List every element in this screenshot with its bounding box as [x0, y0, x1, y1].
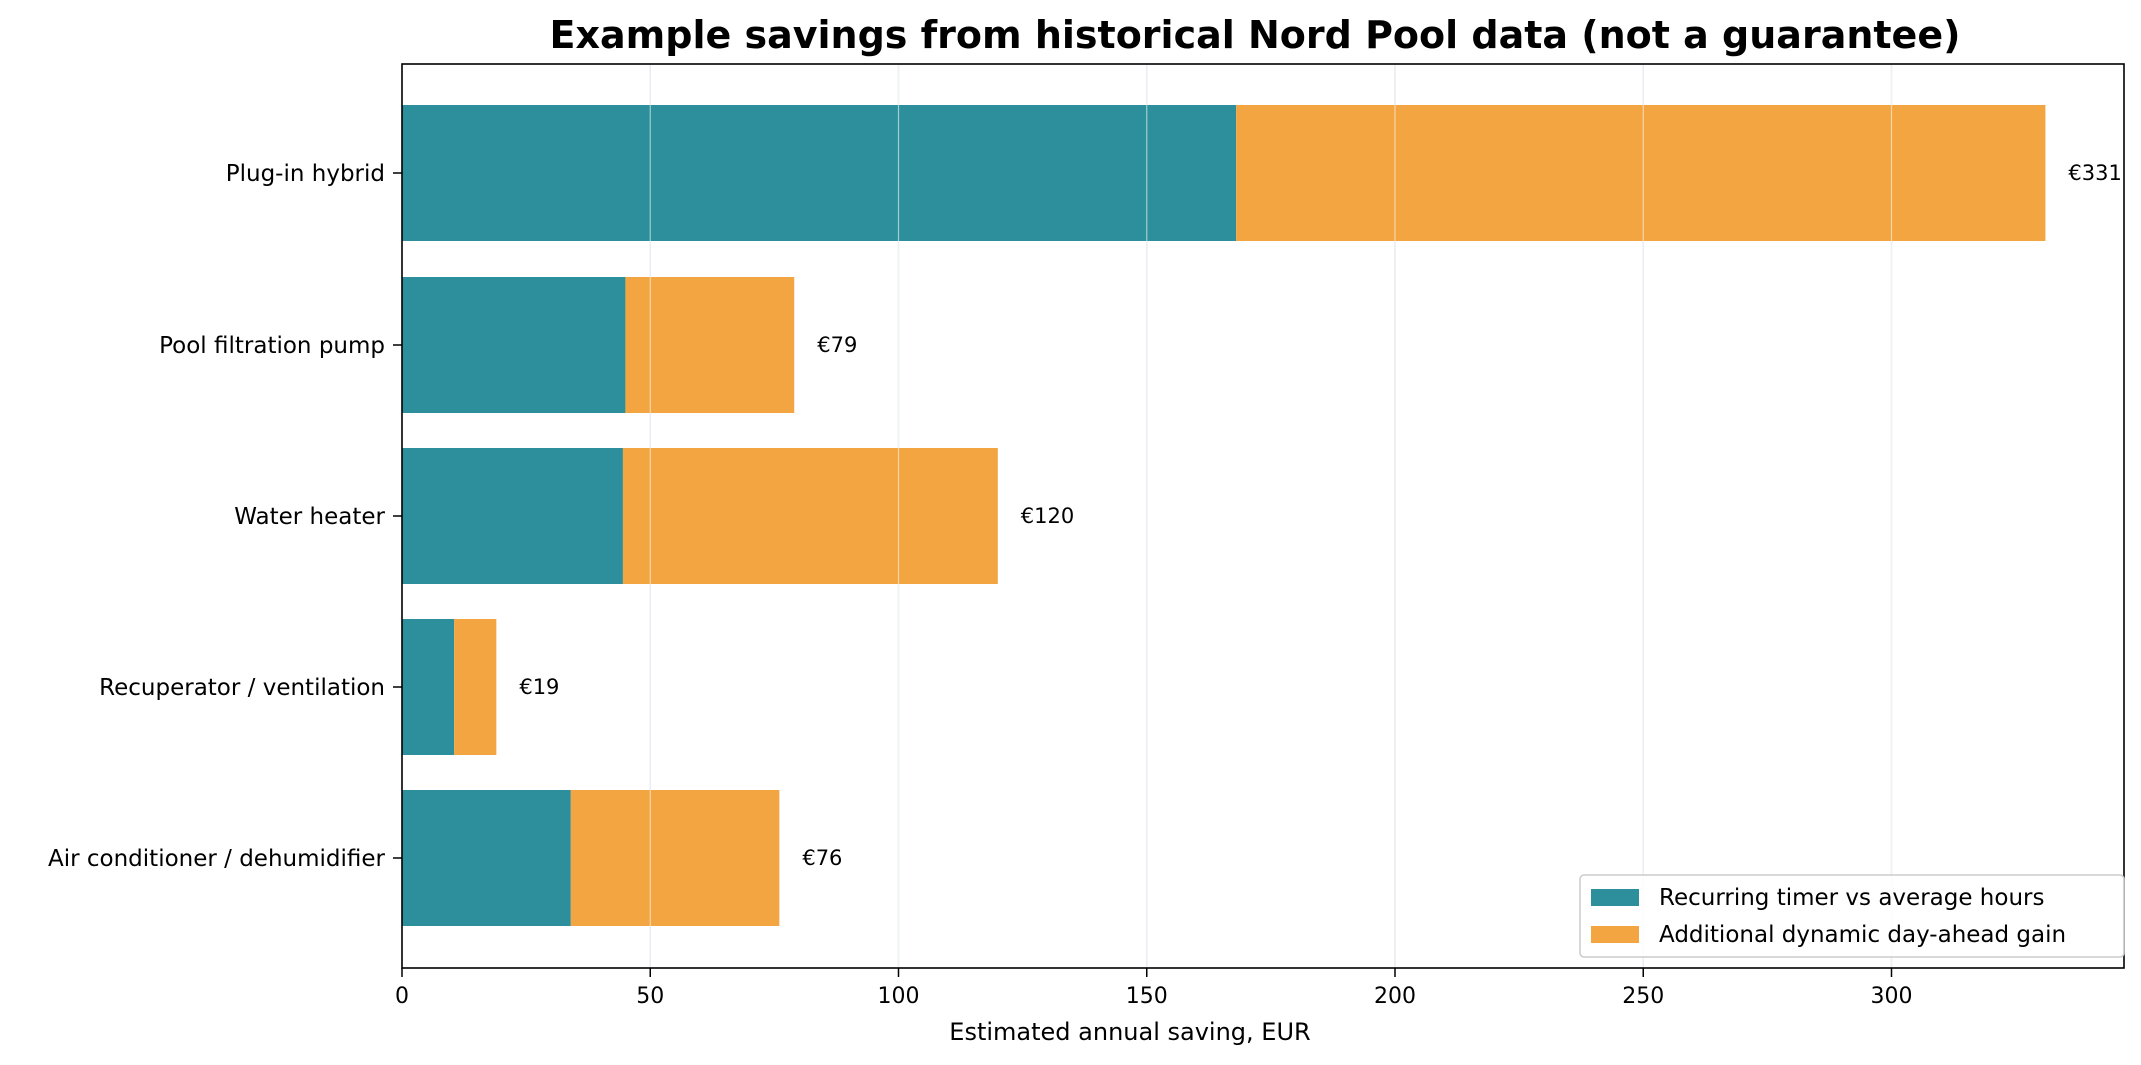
total-labels: €331 €79 €120 €19 €76 [519, 161, 2122, 870]
x-tick-label: 150 [1126, 984, 1168, 1009]
y-tick-label: Plug-in hybrid [226, 161, 385, 187]
legend: Recurring timer vs average hours Addition… [1579, 874, 2125, 958]
bar-timer-saving [402, 105, 1237, 241]
legend-entry: Additional dynamic day-ahead gain [1659, 922, 2066, 948]
bar-dynamic-gain [622, 448, 998, 584]
y-tick-label: Water heater [234, 504, 385, 530]
bar-timer-saving [402, 619, 455, 755]
bar-dynamic-gain [454, 619, 497, 755]
bar-dynamic-gain [625, 277, 795, 413]
y-tick-label: Pool filtration pump [159, 333, 385, 359]
bar-timer-saving [402, 790, 571, 926]
axes: 0 50 100 150 200 250 300 Plug-in hybrid Pool fil… [48, 63, 2125, 1009]
bar-total-label: €19 [519, 675, 559, 699]
legend-swatch [1591, 889, 1639, 906]
x-tick-label: 250 [1622, 984, 1664, 1009]
bar-total-label: €79 [817, 333, 857, 357]
bar-total-label: €120 [1021, 504, 1074, 528]
y-tick-label: Air conditioner / dehumidifier [48, 846, 386, 872]
bar-timer-saving [402, 277, 626, 413]
bars [402, 105, 2046, 926]
legend-entry: Recurring timer vs average hours [1659, 885, 2044, 911]
bar-dynamic-gain [570, 790, 780, 926]
x-tick-label: 50 [636, 984, 664, 1009]
x-tick-label: 0 [395, 984, 409, 1009]
bar-timer-saving [402, 448, 623, 584]
legend-box [1579, 874, 2125, 958]
bar-total-label: €76 [802, 846, 842, 870]
x-tick-label: 200 [1374, 984, 1416, 1009]
legend-swatch [1591, 926, 1639, 943]
y-tick-label: Recuperator / ventilation [99, 675, 385, 701]
x-tick-label: 300 [1871, 984, 1913, 1009]
x-tick-label: 100 [878, 984, 920, 1009]
bar-dynamic-gain [1236, 105, 2046, 241]
x-axis-label: Estimated annual saving, EUR [949, 1018, 1310, 1046]
chart-title: Example savings from historical Nord Poo… [550, 13, 1961, 57]
bar-total-label: €331 [2068, 161, 2121, 185]
